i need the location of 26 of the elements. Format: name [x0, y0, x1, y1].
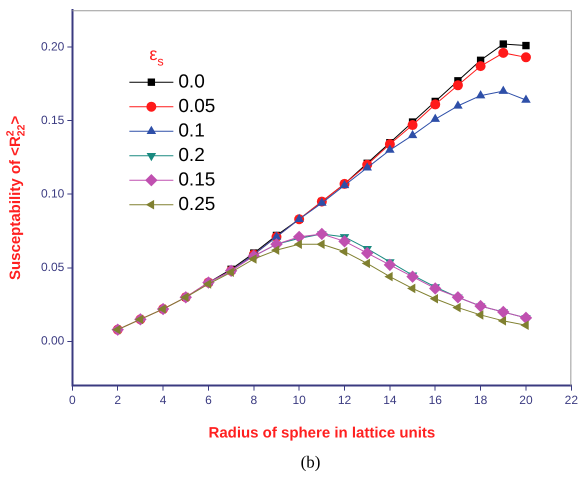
legend-label: 0.0 — [178, 71, 205, 92]
x-tick-label: 20 — [519, 393, 533, 408]
x-tick-label: 18 — [474, 393, 488, 408]
x-tick-label: 16 — [428, 393, 442, 408]
x-tick-label: 10 — [292, 393, 306, 408]
y-axis-title: Susceptability of <R222> — [4, 116, 28, 280]
x-tick-label: 2 — [114, 393, 122, 408]
y-tick-label: 0.10 — [40, 186, 65, 201]
x-tick-label: 6 — [205, 393, 212, 408]
x-tick-label: 14 — [383, 393, 397, 408]
legend-label: 0.1 — [178, 120, 205, 142]
legend-label: 0.15 — [178, 169, 216, 190]
x-tick-label: 0 — [69, 393, 76, 408]
legend-label: 0.05 — [178, 96, 216, 117]
text: (b) — [300, 452, 320, 472]
legend-label: 0.25 — [178, 194, 216, 215]
y-tick-label: 0.05 — [40, 260, 65, 274]
y-tick-label: 0.15 — [40, 112, 65, 127]
y-tick-label: 0.20 — [40, 39, 65, 54]
x-tick-label: 8 — [250, 393, 258, 408]
x-tick-label: 22 — [564, 393, 578, 408]
legend-label: 0.2 — [178, 144, 205, 166]
x-axis-title: Radius of sphere in lattice units — [208, 424, 436, 442]
y-tick-label: 0.00 — [40, 334, 65, 348]
x-tick-label: 4 — [160, 393, 167, 408]
x-tick-label: 12 — [338, 393, 352, 408]
